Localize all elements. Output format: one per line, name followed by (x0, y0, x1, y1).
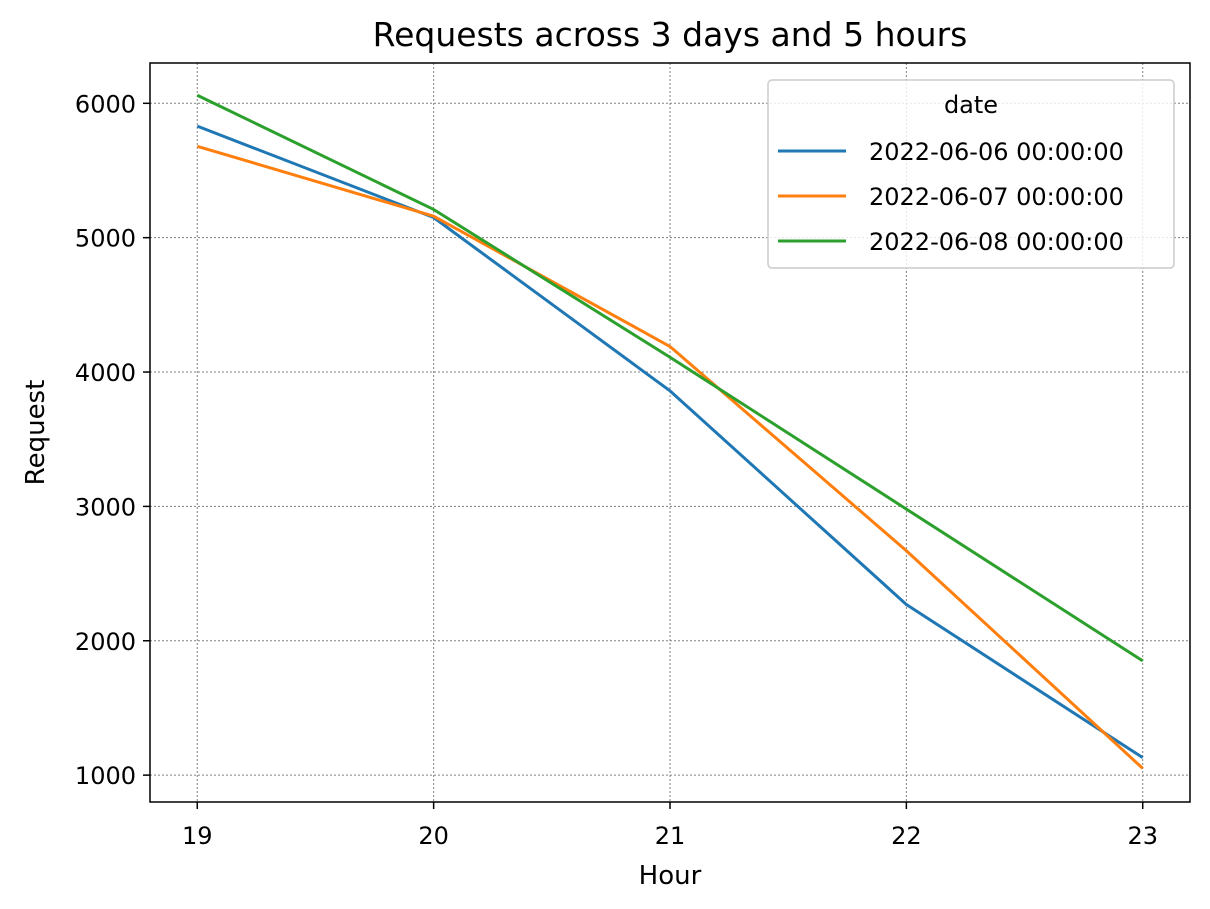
legend: date 2022-06-06 00:00:00 2022-06-07 00:00… (767, 79, 1175, 269)
y-axis-label: Request (21, 380, 51, 486)
legend-label: 2022-06-08 00:00:00 (869, 228, 1124, 256)
series-line (196, 93, 1144, 663)
series-lines (196, 93, 1144, 770)
y-tick-label: 1000 (75, 762, 136, 790)
x-tick-label: 22 (891, 822, 922, 850)
legend-box (767, 79, 1175, 269)
x-tick-label: 23 (1127, 822, 1158, 850)
y-tick-label: 4000 (75, 359, 136, 387)
chart-title: Requests across 3 days and 5 hours (373, 15, 968, 54)
legend-items: 2022-06-06 00:00:00 2022-06-07 00:00:00 20… (778, 138, 1124, 256)
axis-ticks: 19 20 21 22 23 1000 2000 3000 4000 5000 6000 (75, 90, 1158, 850)
grid (150, 63, 1190, 802)
x-axis-label: Hour (639, 861, 702, 891)
x-tick-label: 19 (182, 822, 213, 850)
y-tick-label: 2000 (75, 628, 136, 656)
y-tick-label: 6000 (75, 90, 136, 118)
y-tick-label: 5000 (75, 225, 136, 253)
legend-label: 2022-06-07 00:00:00 (869, 183, 1124, 211)
series-line (196, 124, 1144, 759)
x-tick-label: 20 (418, 822, 449, 850)
y-tick-label: 3000 (75, 493, 136, 521)
legend-title: date (944, 91, 998, 119)
series-line (196, 144, 1144, 770)
x-tick-label: 21 (655, 822, 686, 850)
legend-label: 2022-06-06 00:00:00 (869, 138, 1124, 166)
